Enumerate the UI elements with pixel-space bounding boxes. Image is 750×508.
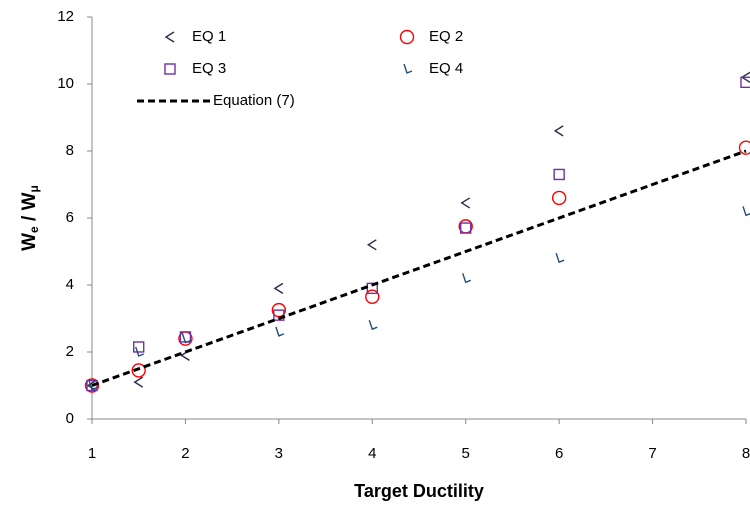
marker	[366, 239, 377, 251]
legend-label: Equation (7)	[213, 92, 295, 109]
trend-line	[91, 149, 747, 387]
marker	[181, 333, 191, 344]
x-tick-label: 4	[368, 445, 376, 462]
y-label-part: W	[19, 233, 40, 251]
marker	[135, 346, 144, 357]
marker	[133, 341, 145, 353]
y-label-part: μ	[27, 185, 41, 192]
legend-label: EQ 3	[192, 60, 226, 77]
marker	[84, 378, 100, 393]
marker	[738, 140, 750, 155]
marker	[742, 206, 750, 217]
y-tick-label: 12	[57, 8, 74, 25]
x-axis-label: Target Ductility	[354, 481, 484, 501]
marker	[462, 273, 471, 284]
marker	[553, 125, 564, 137]
marker	[131, 363, 146, 378]
legend-marker	[399, 29, 415, 45]
y-label-part: e	[27, 226, 41, 233]
y-tick-label: 0	[66, 410, 74, 427]
y-axis-label: We / Wμ	[19, 185, 41, 251]
marker	[271, 302, 287, 318]
x-tick-label: 3	[275, 445, 283, 462]
y-label-part: / W	[19, 192, 40, 226]
y-tick-label: 8	[66, 142, 74, 159]
marker	[273, 282, 284, 294]
marker	[460, 197, 471, 209]
marker	[740, 76, 750, 89]
y-tick-label: 2	[66, 343, 74, 360]
legend-label: EQ 1	[192, 28, 226, 45]
legend-marker	[164, 63, 176, 75]
legend-label: EQ 2	[429, 28, 463, 45]
marker	[553, 168, 565, 181]
legend-marker	[403, 63, 413, 74]
marker	[365, 289, 380, 304]
y-tick-label: 10	[57, 75, 74, 92]
marker	[551, 190, 567, 206]
marker	[133, 376, 144, 388]
marker	[88, 380, 98, 391]
marker	[555, 252, 565, 264]
x-tick-label: 6	[555, 445, 563, 462]
marker	[460, 222, 472, 234]
legend-label: EQ 4	[429, 60, 463, 77]
y-tick-label: 4	[66, 276, 74, 293]
x-tick-label: 7	[648, 445, 656, 462]
y-tick-label: 6	[66, 209, 74, 226]
marker	[368, 319, 378, 331]
x-tick-label: 5	[462, 445, 470, 462]
x-tick-label: 1	[88, 445, 96, 462]
marker	[275, 326, 285, 337]
x-tick-label: 8	[742, 445, 750, 462]
x-tick-label: 2	[181, 445, 189, 462]
marker	[86, 379, 98, 392]
legend-marker	[164, 31, 175, 43]
